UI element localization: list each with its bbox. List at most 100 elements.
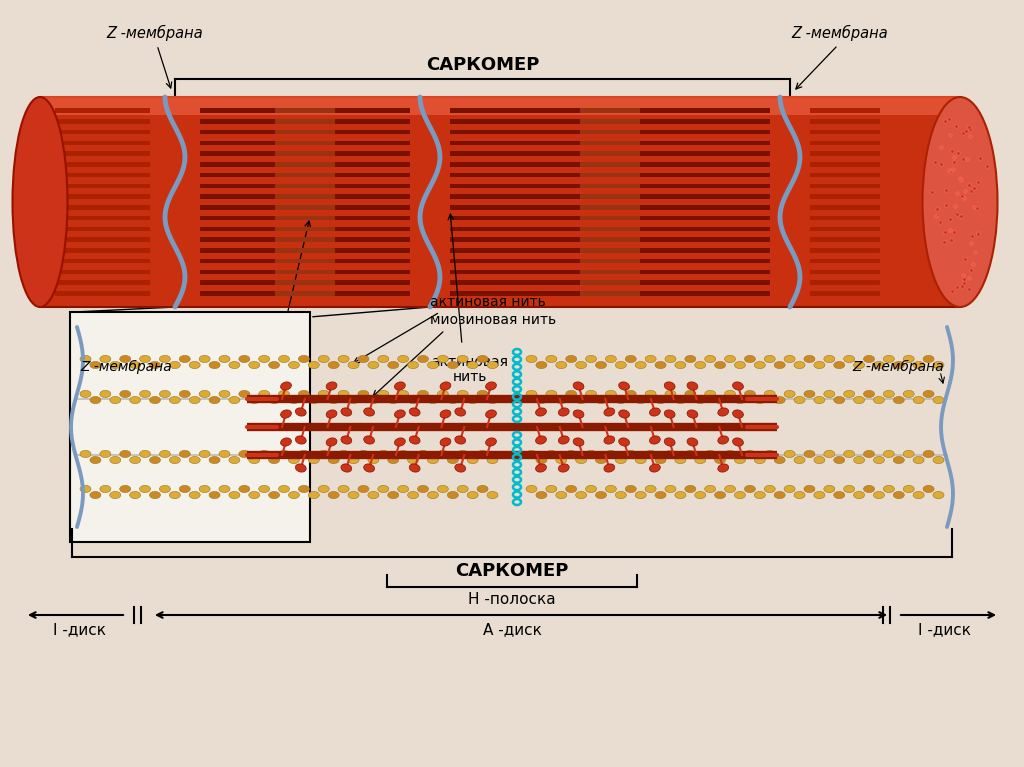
- Polygon shape: [580, 238, 640, 242]
- Ellipse shape: [341, 464, 352, 472]
- Ellipse shape: [239, 450, 250, 458]
- Polygon shape: [450, 270, 770, 275]
- Ellipse shape: [388, 456, 398, 463]
- Polygon shape: [450, 216, 770, 220]
- Polygon shape: [55, 270, 150, 275]
- Ellipse shape: [341, 408, 352, 416]
- Ellipse shape: [348, 361, 359, 369]
- Ellipse shape: [718, 408, 729, 416]
- Ellipse shape: [655, 456, 666, 463]
- Ellipse shape: [844, 355, 855, 363]
- Polygon shape: [450, 140, 770, 145]
- Ellipse shape: [249, 456, 260, 463]
- Ellipse shape: [558, 436, 569, 444]
- Ellipse shape: [179, 390, 190, 397]
- Ellipse shape: [427, 456, 438, 463]
- Ellipse shape: [160, 355, 170, 363]
- Ellipse shape: [477, 355, 488, 363]
- Polygon shape: [450, 227, 770, 231]
- Ellipse shape: [160, 486, 170, 492]
- Polygon shape: [200, 183, 410, 188]
- Ellipse shape: [239, 390, 250, 397]
- Ellipse shape: [586, 355, 597, 363]
- Ellipse shape: [536, 436, 547, 444]
- Polygon shape: [275, 281, 335, 285]
- Polygon shape: [810, 151, 880, 156]
- Ellipse shape: [169, 456, 180, 463]
- Ellipse shape: [295, 464, 306, 472]
- Ellipse shape: [665, 438, 675, 446]
- Ellipse shape: [90, 361, 101, 369]
- Ellipse shape: [573, 410, 584, 418]
- Ellipse shape: [814, 492, 825, 499]
- Ellipse shape: [328, 361, 339, 369]
- Ellipse shape: [289, 397, 299, 403]
- Ellipse shape: [734, 397, 745, 403]
- Polygon shape: [200, 216, 410, 220]
- Ellipse shape: [884, 355, 894, 363]
- Ellipse shape: [467, 492, 478, 499]
- Ellipse shape: [279, 486, 290, 492]
- Ellipse shape: [685, 390, 696, 397]
- Ellipse shape: [626, 390, 636, 397]
- Ellipse shape: [179, 450, 190, 458]
- Polygon shape: [450, 259, 770, 263]
- Polygon shape: [580, 227, 640, 231]
- Ellipse shape: [467, 361, 478, 369]
- Ellipse shape: [774, 456, 785, 463]
- Polygon shape: [55, 227, 150, 231]
- Ellipse shape: [318, 486, 330, 492]
- Ellipse shape: [814, 456, 825, 463]
- Ellipse shape: [487, 361, 498, 369]
- Ellipse shape: [120, 390, 131, 397]
- Ellipse shape: [80, 450, 91, 458]
- Ellipse shape: [615, 456, 627, 463]
- Ellipse shape: [80, 486, 91, 492]
- Ellipse shape: [397, 486, 409, 492]
- Ellipse shape: [665, 390, 676, 397]
- Polygon shape: [580, 151, 640, 156]
- Ellipse shape: [604, 408, 614, 416]
- Ellipse shape: [725, 390, 735, 397]
- Ellipse shape: [618, 410, 630, 418]
- Ellipse shape: [408, 397, 419, 403]
- Ellipse shape: [458, 450, 468, 458]
- Ellipse shape: [804, 390, 815, 397]
- Ellipse shape: [694, 397, 706, 403]
- Polygon shape: [275, 259, 335, 263]
- Ellipse shape: [655, 361, 666, 369]
- Ellipse shape: [209, 397, 220, 403]
- Ellipse shape: [823, 355, 835, 363]
- Polygon shape: [275, 162, 335, 166]
- Polygon shape: [580, 173, 640, 177]
- Ellipse shape: [418, 450, 428, 458]
- Polygon shape: [200, 162, 410, 166]
- Polygon shape: [40, 97, 961, 307]
- Ellipse shape: [326, 438, 337, 446]
- Text: миозиновая: миозиновая: [221, 355, 308, 369]
- Polygon shape: [70, 312, 310, 542]
- Ellipse shape: [764, 486, 775, 492]
- Ellipse shape: [626, 486, 636, 492]
- Text: Z -мембрана: Z -мембрана: [792, 25, 889, 41]
- Ellipse shape: [873, 492, 885, 499]
- Polygon shape: [580, 140, 640, 145]
- Ellipse shape: [397, 390, 409, 397]
- Ellipse shape: [326, 382, 337, 390]
- Ellipse shape: [884, 450, 894, 458]
- Ellipse shape: [705, 355, 716, 363]
- Ellipse shape: [655, 492, 666, 499]
- Polygon shape: [275, 249, 335, 252]
- Ellipse shape: [596, 361, 606, 369]
- Ellipse shape: [477, 486, 488, 492]
- Ellipse shape: [873, 456, 885, 463]
- Ellipse shape: [110, 397, 121, 403]
- Ellipse shape: [458, 390, 468, 397]
- Ellipse shape: [804, 486, 815, 492]
- Ellipse shape: [130, 361, 140, 369]
- Polygon shape: [200, 173, 410, 177]
- Ellipse shape: [259, 486, 269, 492]
- Polygon shape: [580, 291, 640, 296]
- Ellipse shape: [440, 438, 451, 446]
- Polygon shape: [580, 194, 640, 199]
